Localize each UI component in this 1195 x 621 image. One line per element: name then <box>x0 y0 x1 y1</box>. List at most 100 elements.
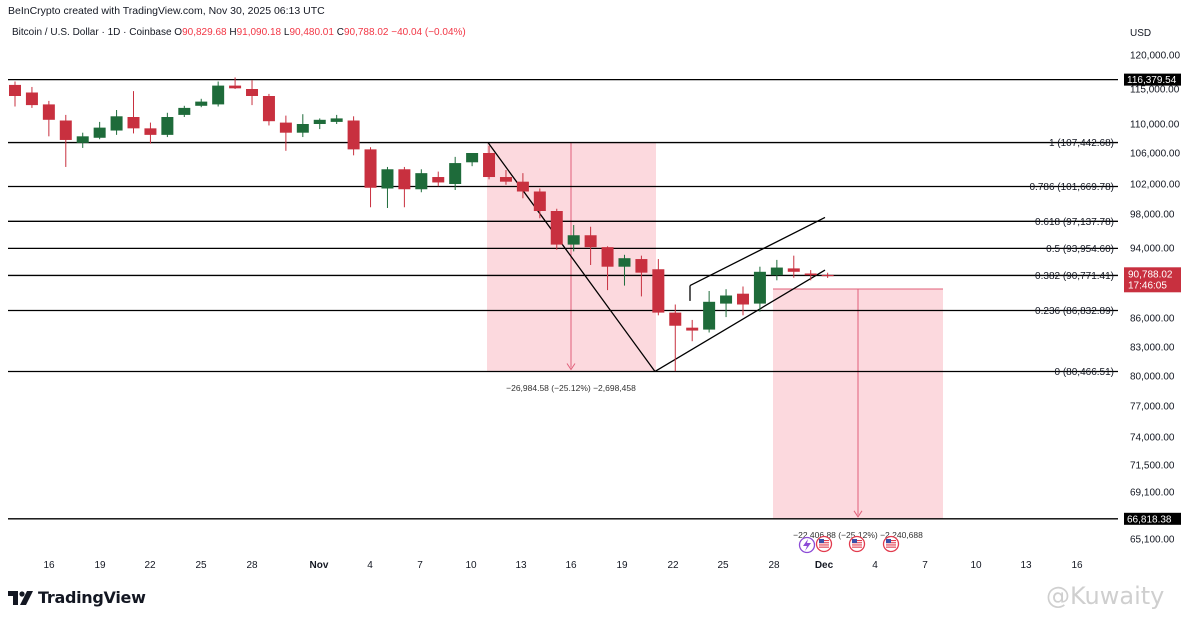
tradingview-logo-icon <box>8 590 33 605</box>
candle-body-43 <box>736 293 749 305</box>
us-flag-icon-2-canton <box>852 539 857 543</box>
high-value: 91,090.18 <box>236 27 282 38</box>
candle-body-6 <box>110 116 123 131</box>
candle-body-13 <box>229 85 242 89</box>
fib-label-1: 0.786 (101,669.78) <box>1029 182 1114 193</box>
x-tick-3: 25 <box>195 560 207 571</box>
y-tick-6: 94,000.00 <box>1130 244 1175 255</box>
y-tick-15: 65,100.00 <box>1130 535 1175 546</box>
x-tick-20: 16 <box>1071 560 1083 571</box>
x-tick-14: 28 <box>768 560 780 571</box>
symbol-name[interactable]: Bitcoin / U.S. Dollar · 1D · Coinbase <box>12 27 172 38</box>
candle-body-28 <box>483 153 496 178</box>
lightning-icon <box>798 536 816 554</box>
watermark: @Kuwaity <box>1046 582 1165 610</box>
x-tick-8: 10 <box>465 560 477 571</box>
channel-lower-line <box>654 269 826 373</box>
fib-label-5: 0.236 (86,832.89) <box>1035 306 1114 317</box>
current-price-tag <box>1124 267 1181 293</box>
event-markers <box>798 535 900 554</box>
candle-body-17 <box>296 124 309 133</box>
x-tick-18: 10 <box>970 560 982 571</box>
candle-body-39 <box>669 312 682 326</box>
measure-arrowhead-2 <box>853 510 863 518</box>
measure-ranges: −26,984.58 (−25.12%) −2,698,458 −22,406.8… <box>487 142 943 540</box>
horizontal-lines <box>8 78 1118 520</box>
candle-body-29 <box>499 177 512 182</box>
candle-body-19 <box>330 118 343 122</box>
us-flag-icon-2-stripe-2 <box>852 544 862 546</box>
candle-body-40 <box>686 327 699 331</box>
downtrend-line <box>487 142 656 372</box>
x-tick-0: 16 <box>43 560 55 571</box>
candle-body-18 <box>313 119 326 124</box>
lightning-bolt <box>803 539 811 551</box>
us-flag-icon-1-ring <box>815 535 833 553</box>
us-flag-icon-3-stripe-2 <box>886 544 896 546</box>
fib-label-6: 0 (80,466.51) <box>1055 367 1115 378</box>
y-tick-9: 83,000.00 <box>1130 343 1175 354</box>
change-value: −40.04 (−0.04%) <box>391 27 466 38</box>
x-tick-12: 22 <box>667 560 679 571</box>
x-tick-5: Nov <box>310 560 329 571</box>
close-value: 90,788.02 <box>343 27 389 38</box>
y-tick-2: 110,000.00 <box>1130 120 1180 131</box>
y-tick-10: 80,000.00 <box>1130 372 1175 383</box>
level-tag-1 <box>1124 512 1181 525</box>
candle-body-47 <box>804 273 817 276</box>
brand-name: TradingView <box>38 588 146 607</box>
x-tick-13: 25 <box>717 560 729 571</box>
us-flag-icon-3-stripe-3 <box>886 546 896 548</box>
candle-body-16 <box>279 122 292 133</box>
us-flag-icon-2-stripe-3 <box>852 546 862 548</box>
y-tick-14: 69,100.00 <box>1130 488 1175 499</box>
candle-body-41 <box>703 301 716 330</box>
candle-body-26 <box>449 163 462 184</box>
us-flag-icon-2 <box>848 535 866 553</box>
tradingview-logo[interactable]: TradingView <box>8 588 146 607</box>
x-tick-17: 7 <box>922 560 928 571</box>
candle-body-24 <box>415 173 428 190</box>
trend-channel <box>487 142 826 373</box>
candle-body-8 <box>144 128 157 135</box>
candle-body-35 <box>601 247 614 267</box>
candle-body-48 <box>821 274 834 277</box>
candle-body-20 <box>347 120 360 150</box>
candle-body-9 <box>161 117 174 135</box>
candle-body-45 <box>770 267 783 276</box>
channel-upper-line <box>689 216 826 287</box>
candle-body-34 <box>584 235 597 248</box>
current-price-value: 90,788.02 <box>1128 269 1173 280</box>
measure-label-2: −22,406.88 (−25.12%) −2,240,688 <box>793 530 923 540</box>
us-flag-icon-1-canton <box>819 539 824 543</box>
y-tick-4: 102,000.00 <box>1130 180 1180 191</box>
symbol-legend: Bitcoin / U.S. Dollar · 1D · Coinbase O9… <box>12 27 466 38</box>
level-labels: 1 (107,442.68) 0.786 (101,669.78) 0.618 (9… <box>1029 138 1114 378</box>
candle-body-25 <box>432 177 445 183</box>
measure-arrowhead-1 <box>566 363 576 371</box>
low-value: 90,480.01 <box>289 27 334 38</box>
fib-label-3: 0.5 (93,954.60) <box>1046 244 1114 255</box>
candle-body-3 <box>59 120 72 140</box>
us-flag-icon-1-stripe-3 <box>819 546 829 548</box>
us-flag-icon-1-stripe-2 <box>819 544 829 546</box>
candle-body-42 <box>720 295 733 304</box>
candle-body-30 <box>516 181 529 192</box>
y-tick-0: 120,000.00 <box>1130 51 1180 62</box>
x-tick-9: 13 <box>515 560 527 571</box>
candle-body-31 <box>533 191 546 211</box>
fib-label-2: 0.618 (97,137.78) <box>1035 217 1114 228</box>
y-tick-5: 98,000.00 <box>1130 210 1175 221</box>
candle-body-1 <box>25 92 38 106</box>
fib-label-0: 1 (107,442.68) <box>1049 138 1114 149</box>
candle-body-15 <box>262 96 275 122</box>
x-tick-2: 22 <box>144 560 156 571</box>
x-tick-10: 16 <box>565 560 577 571</box>
candle-body-21 <box>364 149 377 188</box>
x-tick-15: Dec <box>815 560 834 571</box>
level-tag-text-0: 116,379.54 <box>1127 75 1177 86</box>
candle-body-0 <box>9 84 21 96</box>
x-tick-6: 4 <box>367 560 373 571</box>
us-flag-icon-1 <box>815 535 833 553</box>
